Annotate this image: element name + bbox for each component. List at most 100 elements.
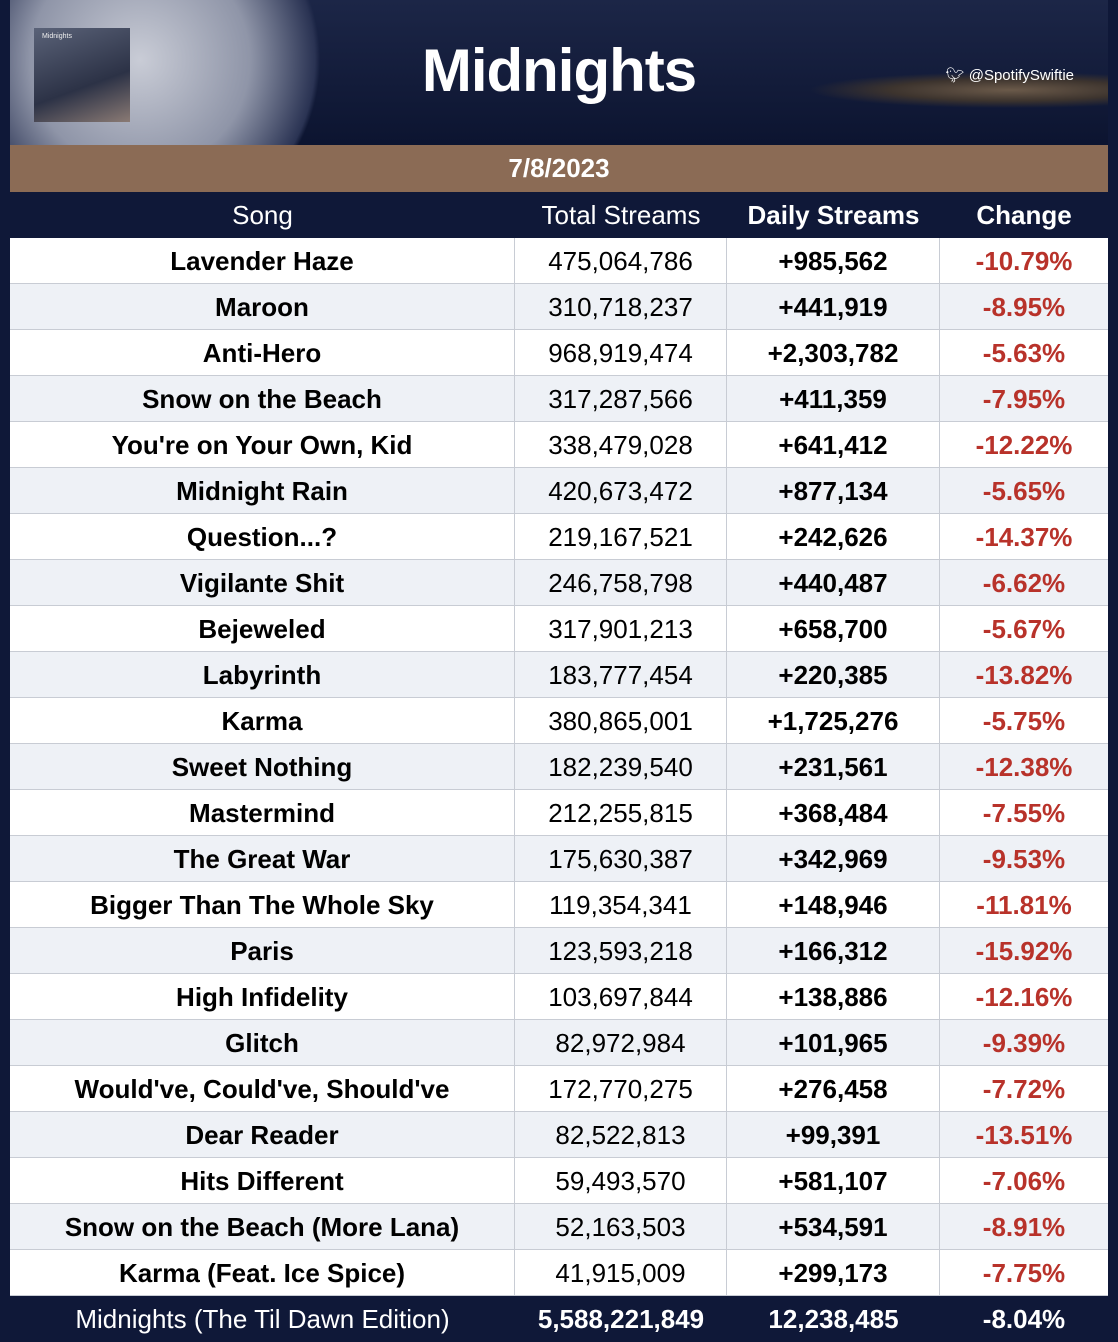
- cell: 475,064,786: [515, 238, 727, 284]
- cell: 420,673,472: [515, 468, 727, 514]
- cell: +2,303,782: [727, 330, 940, 376]
- data-row: Sweet Nothing 182,239,540 +231,561 -12.38%: [10, 744, 1108, 790]
- cell: +99,391: [727, 1112, 940, 1158]
- cell: 82,522,813: [515, 1112, 727, 1158]
- data-row: Paris 123,593,218 +166,312 -15.92%: [10, 928, 1108, 974]
- cell: Hits Different: [10, 1158, 515, 1204]
- data-row: Snow on the Beach (More Lana) 52,163,503 +…: [10, 1204, 1108, 1250]
- cell: 103,697,844: [515, 974, 727, 1020]
- cell: -5.67%: [940, 606, 1108, 652]
- cell: Total Streams: [541, 200, 701, 230]
- cell: +299,173: [727, 1250, 940, 1296]
- cell: 380,865,001: [515, 698, 727, 744]
- cell: Snow on the Beach (More Lana): [10, 1204, 515, 1250]
- data-row: Dear Reader 82,522,813 +99,391 -13.51%: [10, 1112, 1108, 1158]
- handle-text: @SpotifySwiftie: [968, 67, 1074, 84]
- cell: -7.75%: [940, 1250, 1108, 1296]
- cell: -8.04%: [982, 1304, 1066, 1334]
- data-row: Karma 380,865,001 +1,725,276 -5.75%: [10, 698, 1108, 744]
- data-row: Bigger Than The Whole Sky 119,354,341 +148…: [10, 882, 1108, 928]
- cell: 82,972,984: [515, 1020, 727, 1066]
- data-row: Bejeweled 317,901,213 +658,700 -5.67%: [10, 606, 1108, 652]
- cell: +368,484: [727, 790, 940, 836]
- cell: 41,915,009: [515, 1250, 727, 1296]
- cell: 59,493,570: [515, 1158, 727, 1204]
- cell: 12,238,485: [768, 1304, 899, 1334]
- cell: -5.65%: [940, 468, 1108, 514]
- date-bar: 7/8/2023: [10, 145, 1108, 192]
- cell: +581,107: [727, 1158, 940, 1204]
- cell: Labyrinth: [10, 652, 515, 698]
- data-row: Would've, Could've, Should've 172,770,275…: [10, 1066, 1108, 1112]
- cell: Mastermind: [10, 790, 515, 836]
- cell: Bejeweled: [10, 606, 515, 652]
- data-row: Lavender Haze 475,064,786 +985,562 -10.79%: [10, 238, 1108, 284]
- cell: 317,287,566: [515, 376, 727, 422]
- cell: +148,946: [727, 882, 940, 928]
- data-row: Hits Different 59,493,570 +581,107 -7.06%: [10, 1158, 1108, 1204]
- cell: Dear Reader: [10, 1112, 515, 1158]
- cell: 119,354,341: [515, 882, 727, 928]
- cell: Song: [232, 200, 293, 230]
- cell: +101,965: [727, 1020, 940, 1066]
- cell: +231,561: [727, 744, 940, 790]
- cell: -13.51%: [940, 1112, 1108, 1158]
- cell: Vigilante Shit: [10, 560, 515, 606]
- cell: 317,901,213: [515, 606, 727, 652]
- data-row: Maroon 310,718,237 +441,919 -8.95%: [10, 284, 1108, 330]
- cell: -8.91%: [940, 1204, 1108, 1250]
- cell: -9.39%: [940, 1020, 1108, 1066]
- cell: Question...?: [10, 514, 515, 560]
- cell: Would've, Could've, Should've: [10, 1066, 515, 1112]
- cell: +441,919: [727, 284, 940, 330]
- total-row: Midnights (The Til Dawn Edition) 5,588,22…: [10, 1296, 1108, 1342]
- cell: -12.38%: [940, 744, 1108, 790]
- cell: Lavender Haze: [10, 238, 515, 284]
- cell: Bigger Than The Whole Sky: [10, 882, 515, 928]
- cell: +276,458: [727, 1066, 940, 1112]
- cell: Karma: [10, 698, 515, 744]
- cell: 212,255,815: [515, 790, 727, 836]
- data-row: Glitch 82,972,984 +101,965 -9.39%: [10, 1020, 1108, 1066]
- cell: -7.95%: [940, 376, 1108, 422]
- cell: High Infidelity: [10, 974, 515, 1020]
- title: Midnights: [421, 37, 697, 104]
- data-row: Snow on the Beach 317,287,566 +411,359 -7.9…: [10, 376, 1108, 422]
- cell: -13.82%: [940, 652, 1108, 698]
- cell: -10.79%: [940, 238, 1108, 284]
- cell: 172,770,275: [515, 1066, 727, 1112]
- cell: +166,312: [727, 928, 940, 974]
- cell: 219,167,521: [515, 514, 727, 560]
- cell: 175,630,387: [515, 836, 727, 882]
- data-row: The Great War 175,630,387 +342,969 -9.53%: [10, 836, 1108, 882]
- cell: -12.16%: [940, 974, 1108, 1020]
- cell: -6.62%: [940, 560, 1108, 606]
- table: Song Total Streams Daily Streams Change Lave…: [10, 192, 1108, 1342]
- data-row: Midnight Rain 420,673,472 +877,134 -5.65%: [10, 468, 1108, 514]
- data-row: Labyrinth 183,777,454 +220,385 -13.82%: [10, 652, 1108, 698]
- cell: 5,588,221,849: [537, 1304, 705, 1334]
- cell: Daily Streams: [747, 200, 920, 230]
- cell: +440,487: [727, 560, 940, 606]
- cell: Glitch: [10, 1020, 515, 1066]
- cell: -15.92%: [940, 928, 1108, 974]
- cell: Midnights (The Til Dawn Edition): [75, 1304, 450, 1334]
- cell: -14.37%: [940, 514, 1108, 560]
- cell: +534,591: [727, 1204, 940, 1250]
- cover-title: Midnights: [42, 33, 72, 40]
- cell: -5.63%: [940, 330, 1108, 376]
- data-row: Karma (Feat. Ice Spice) 41,915,009 +299,17…: [10, 1250, 1108, 1296]
- cell: Sweet Nothing: [10, 744, 515, 790]
- cell: -7.55%: [940, 790, 1108, 836]
- banner: Midnights Midnights 🐦︎ @SpotifySwiftie: [10, 0, 1108, 145]
- data-row: Mastermind 212,255,815 +368,484 -7.55%: [10, 790, 1108, 836]
- data-row: You're on Your Own, Kid 338,479,028 +641,4…: [10, 422, 1108, 468]
- cell: The Great War: [10, 836, 515, 882]
- cell: 182,239,540: [515, 744, 727, 790]
- cell: 183,777,454: [515, 652, 727, 698]
- data-row: Question...? 219,167,521 +242,626 -14.37%: [10, 514, 1108, 560]
- cell: 310,718,237: [515, 284, 727, 330]
- cell: Change: [976, 200, 1072, 230]
- handle: 🐦︎ @SpotifySwiftie: [946, 66, 1074, 84]
- cell: 338,479,028: [515, 422, 727, 468]
